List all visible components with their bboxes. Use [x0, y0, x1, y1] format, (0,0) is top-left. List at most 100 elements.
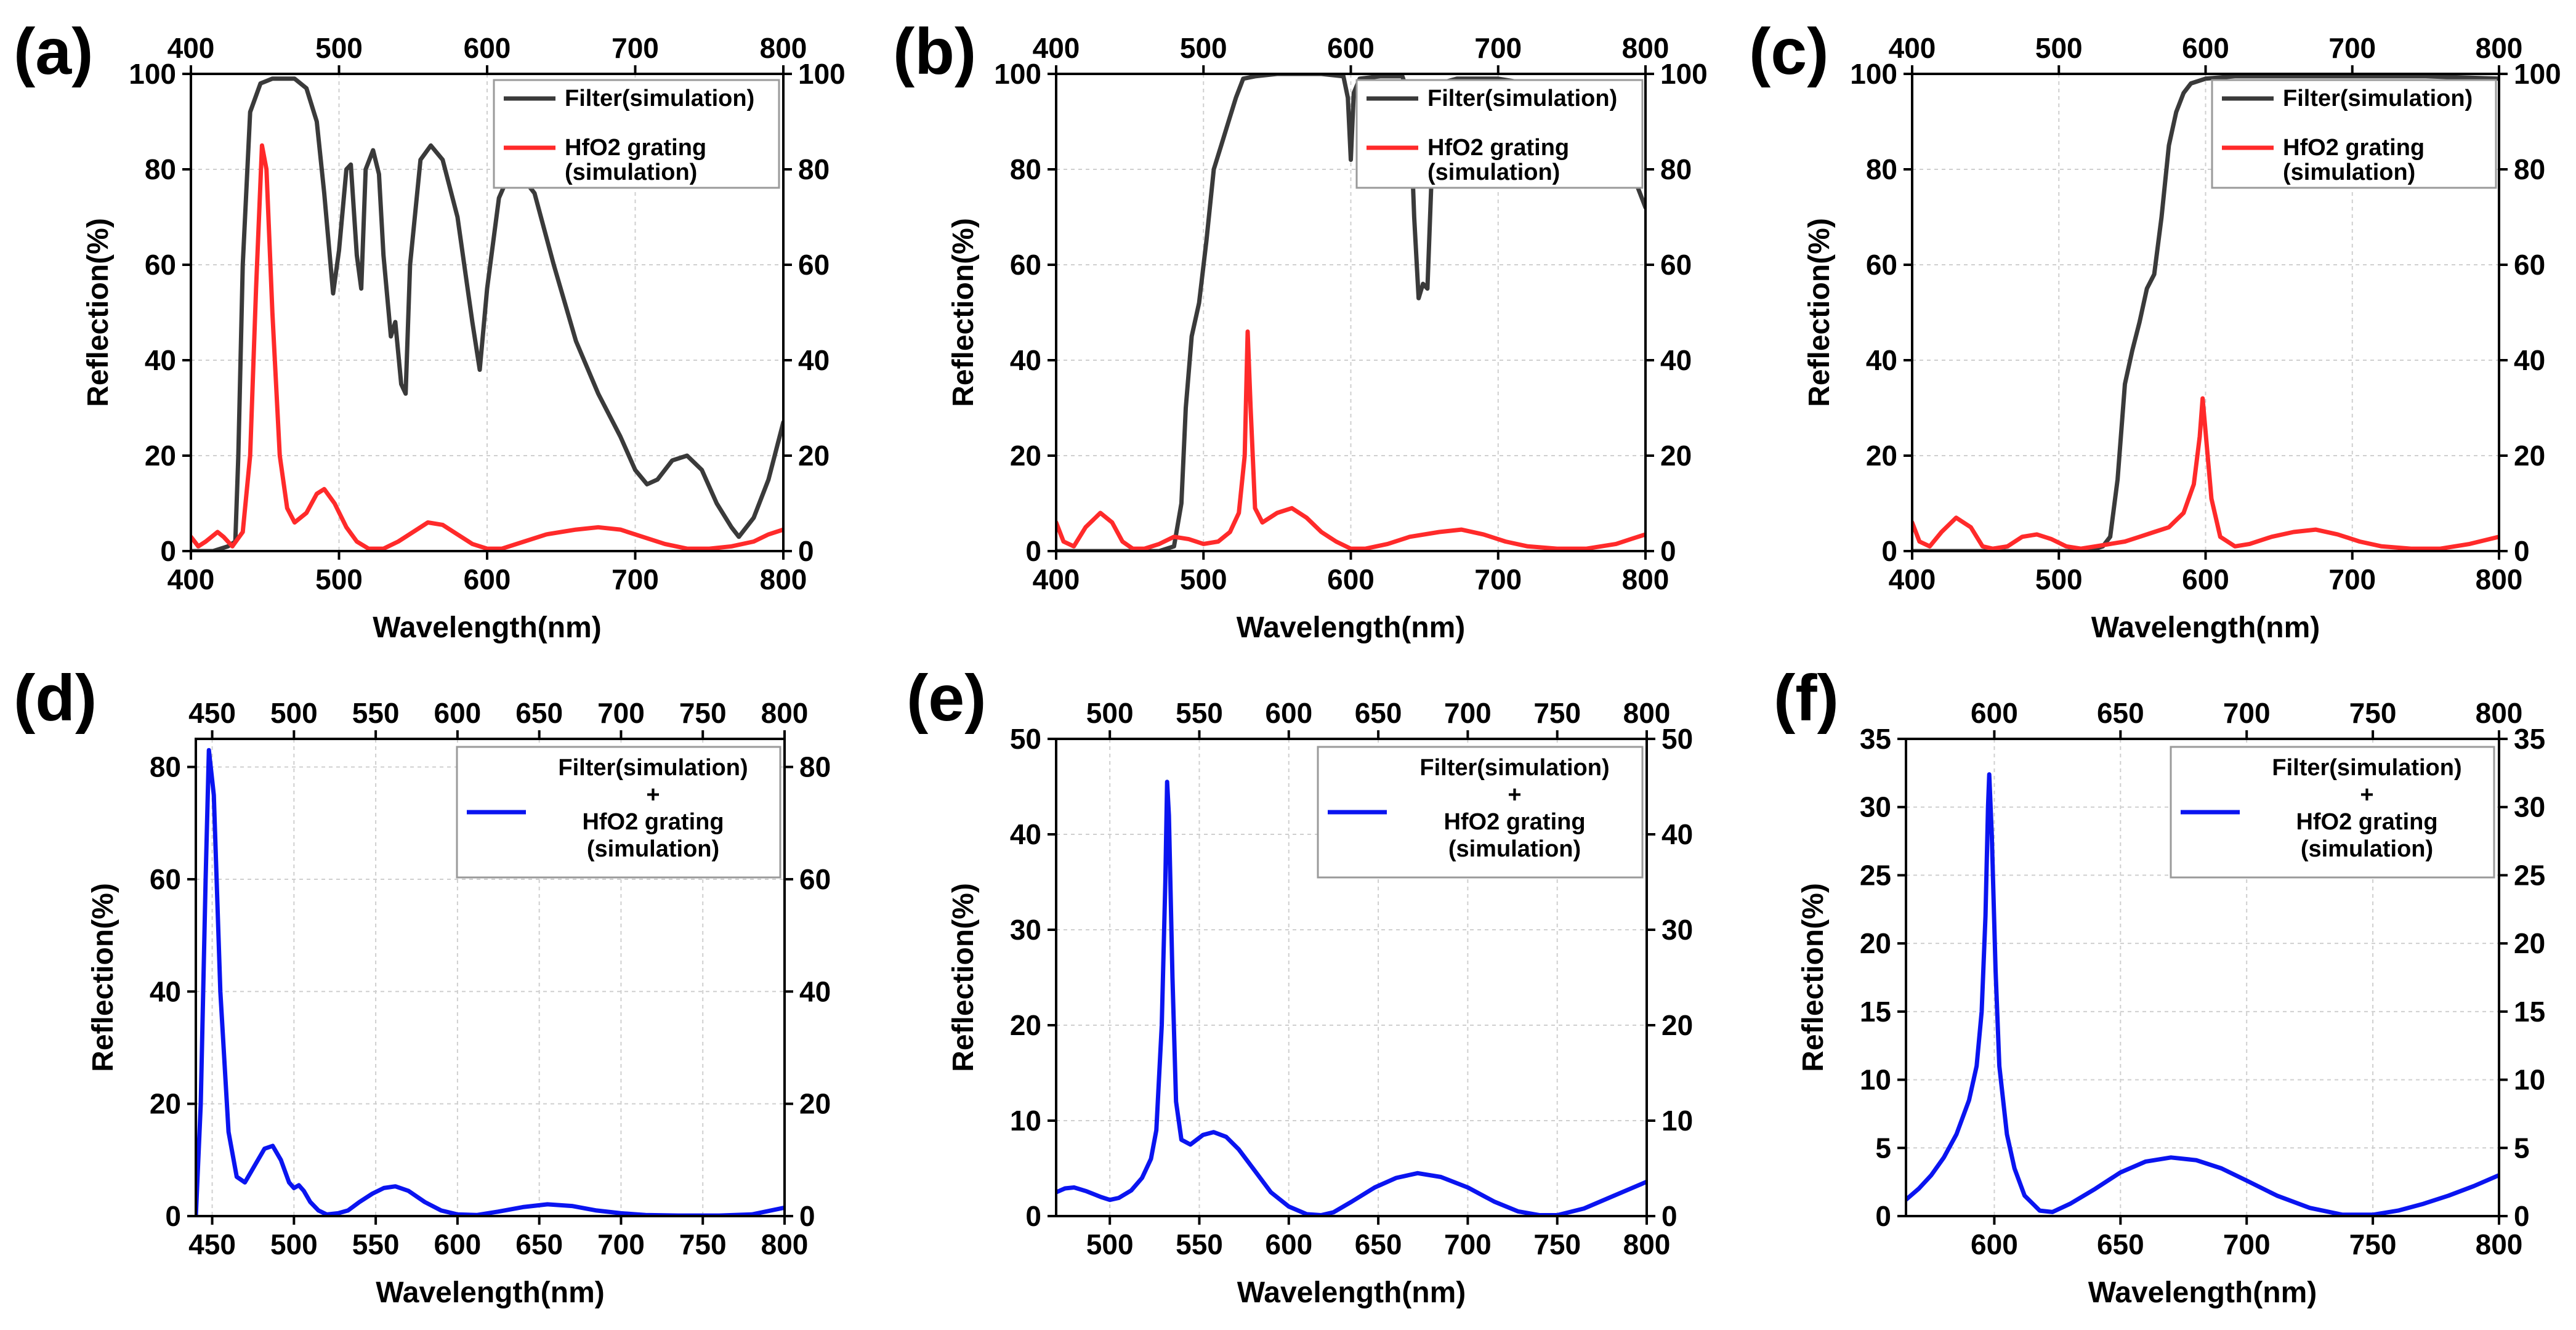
y-tick-label-left: 0 [1881, 535, 1897, 567]
y-axis-title: Reflection(%) [947, 883, 980, 1072]
y-tick-label-right: 20 [799, 1088, 831, 1120]
x-tick-label-bottom: 800 [2476, 563, 2523, 595]
x-tick-label-bottom: 750 [1533, 1228, 1581, 1260]
y-tick-label-left: 30 [1860, 791, 1891, 823]
y-tick-label-right: 0 [799, 1200, 815, 1232]
y-tick-label-right: 60 [799, 863, 831, 895]
plot-frame [1055, 738, 1648, 1217]
x-tick-label-bottom: 700 [612, 563, 659, 595]
y-tick-label-right: 10 [2514, 1064, 2545, 1096]
x-tick-label-top: 600 [1265, 697, 1312, 729]
y-tick-label-left: 100 [129, 58, 176, 90]
x-tick-label-top: 800 [760, 32, 807, 64]
y-tick-label-left: 5 [1875, 1132, 1891, 1164]
series-group [1056, 780, 1647, 1216]
legend-label: Filter(simulation) [558, 755, 748, 781]
x-tick-label-top: 550 [1176, 697, 1223, 729]
x-tick-label-bottom: 550 [1176, 1228, 1223, 1260]
x-axis-title: Wavelength(nm) [2091, 611, 2320, 644]
x-tick-label-top: 500 [315, 32, 363, 64]
y-tick-label-right: 20 [798, 440, 830, 472]
y-tick-label-left: 50 [1010, 723, 1041, 755]
x-tick-label-top: 600 [2182, 32, 2229, 64]
x-tick-label-bottom: 650 [1355, 1228, 1402, 1260]
x-tick-label-top: 400 [168, 32, 215, 64]
y-tick-label-left: 15 [1860, 996, 1891, 1028]
legend-label: HfO2 grating [2283, 135, 2425, 161]
y-tick-label-right: 15 [2514, 996, 2545, 1028]
x-tick-label-bottom: 750 [2349, 1228, 2397, 1260]
legend-label: HfO2 grating [2296, 809, 2437, 835]
x-tick-label-bottom: 700 [1444, 1228, 1492, 1260]
panel-label: (a) [14, 15, 94, 88]
x-tick-label-top: 800 [1623, 697, 1671, 729]
y-tick-label-right: 40 [799, 975, 831, 1007]
y-tick-label-left: 0 [160, 535, 176, 567]
x-tick-label-top: 800 [1622, 32, 1670, 64]
x-tick-label-bottom: 800 [2476, 1228, 2523, 1260]
legend-label: HfO2 grating [1443, 809, 1585, 835]
y-tick-label-right: 0 [1661, 1200, 1678, 1232]
x-tick-label-top: 400 [1033, 32, 1080, 64]
legend-label: + [2360, 782, 2373, 808]
panel-label: (c) [1749, 15, 1829, 88]
y-axis-title: Reflection(%) [82, 218, 115, 407]
x-tick-label-top: 800 [2476, 697, 2523, 729]
legend: Filter(simulation) HfO2 grating(simulatio… [493, 79, 780, 189]
legend-label: Filter(simulation) [2272, 755, 2461, 781]
x-tick-label-top: 500 [1180, 32, 1227, 64]
y-tick-label-left: 30 [1010, 914, 1041, 946]
x-tick-label-top: 600 [464, 32, 511, 64]
x-tick-label-top: 700 [2328, 32, 2376, 64]
y-tick-label-right: 80 [799, 751, 831, 783]
y-tick-label-left: 20 [1860, 927, 1891, 959]
x-tick-label-top: 600 [1327, 32, 1375, 64]
series-line-grating [1912, 396, 2499, 551]
panel-label: (e) [906, 662, 987, 735]
y-tick-label-left: 40 [1010, 818, 1041, 850]
x-tick-label-bottom: 800 [1623, 1228, 1671, 1260]
y-tick-label-left: 0 [1025, 1200, 1041, 1232]
legend-label: + [1508, 782, 1521, 808]
x-tick-label-top: 700 [597, 697, 645, 729]
x-tick-label-bottom: 700 [2223, 1228, 2271, 1260]
y-tick-label-right: 30 [2514, 791, 2545, 823]
x-tick-label-top: 700 [2223, 697, 2271, 729]
x-tick-label-top: 650 [515, 697, 563, 729]
x-tick-label-top: 800 [2476, 32, 2523, 64]
y-tick-label-left: 20 [1866, 440, 1897, 472]
y-tick-label-left: 0 [165, 1200, 181, 1232]
x-axis-title: Wavelength(nm) [1237, 611, 1466, 644]
y-tick-label-left: 20 [1010, 440, 1041, 472]
x-tick-label-bottom: 800 [760, 563, 807, 595]
x-tick-label-bottom: 500 [1180, 563, 1227, 595]
x-tick-label-top: 700 [612, 32, 659, 64]
x-tick-label-bottom: 700 [2328, 563, 2376, 595]
x-tick-label-top: 750 [679, 697, 727, 729]
legend-box [493, 79, 780, 189]
y-tick-label-left: 60 [145, 249, 176, 281]
x-tick-label-top: 750 [1533, 697, 1581, 729]
series-group [191, 76, 783, 551]
series-line-combined [1056, 780, 1647, 1216]
y-tick-label-left: 100 [1850, 58, 1897, 90]
y-tick-label-right: 40 [1661, 818, 1693, 850]
y-tick-label-right: 60 [1660, 249, 1692, 281]
legend-label: HfO2 grating [1427, 135, 1569, 161]
y-tick-label-right: 40 [2514, 344, 2545, 376]
x-tick-label-top: 550 [352, 697, 400, 729]
legend-label: Filter(simulation) [1419, 755, 1609, 781]
y-tick-label-left: 10 [1010, 1105, 1041, 1137]
y-tick-label-right: 35 [2514, 723, 2545, 755]
y-tick-label-right: 60 [2514, 249, 2545, 281]
legend: Filter(simulation) HfO2 grating(simulatio… [1355, 79, 1644, 189]
y-tick-label-left: 0 [1025, 535, 1041, 567]
x-tick-label-top: 800 [761, 697, 809, 729]
y-tick-label-left: 25 [1860, 859, 1891, 891]
y-tick-label-left: 80 [1010, 153, 1041, 185]
x-tick-label-bottom: 750 [679, 1228, 727, 1260]
panel-label: (b) [893, 15, 976, 88]
